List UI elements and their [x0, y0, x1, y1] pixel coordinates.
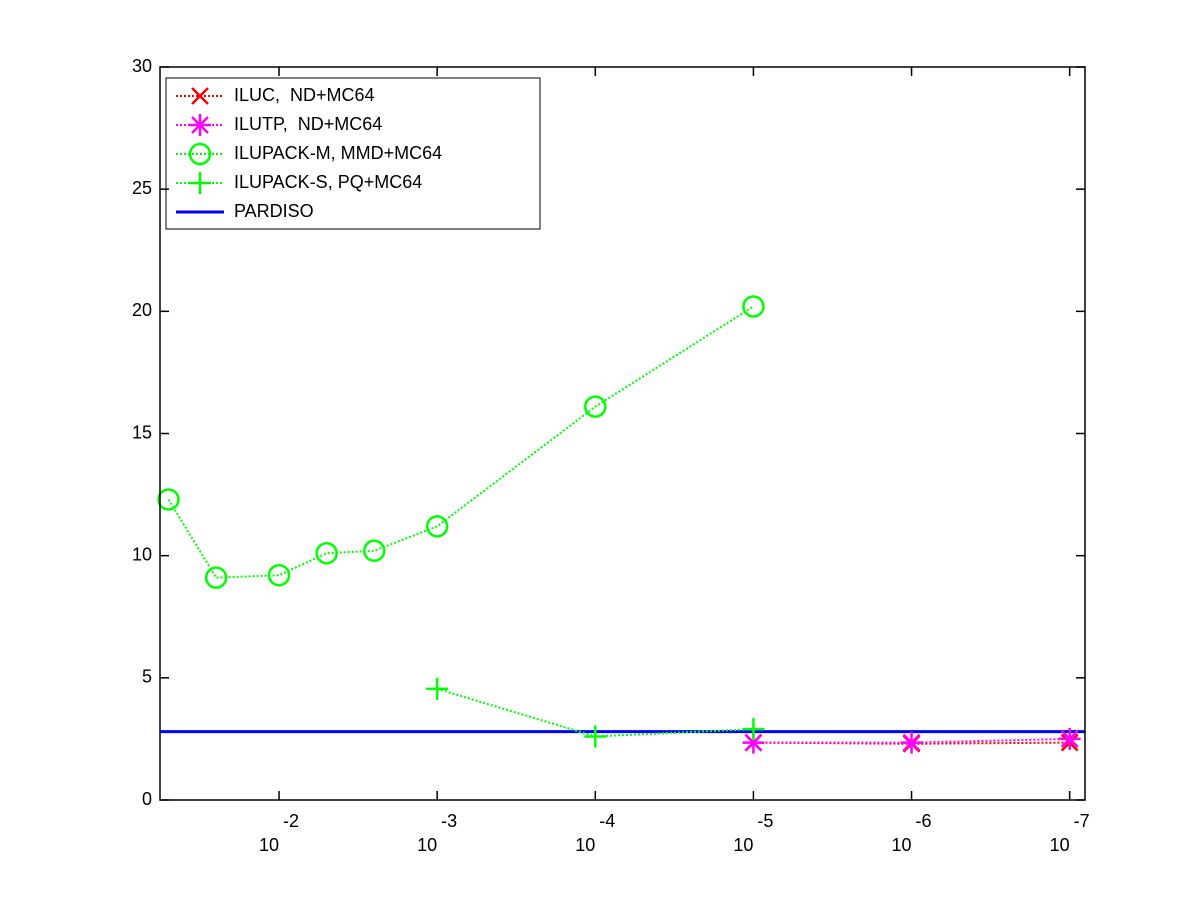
legend-label: PARDISO — [234, 201, 314, 221]
x-tick-exponent: -5 — [757, 811, 773, 831]
marker — [742, 295, 765, 318]
legend-label: ILUPACK-S, PQ+MC64 — [234, 172, 422, 192]
y-tick-label: 0 — [142, 789, 152, 809]
marker — [188, 142, 212, 166]
marker — [189, 114, 211, 136]
marker — [1058, 727, 1081, 750]
legend-label: ILUC, ND+MC64 — [234, 85, 375, 105]
marker — [189, 172, 211, 194]
x-tick-label: 10 — [417, 835, 437, 855]
marker — [204, 566, 228, 589]
x-tick-label: 10 — [892, 835, 912, 855]
y-tick-label: 30 — [132, 56, 152, 76]
legend-label: ILUTP, ND+MC64 — [234, 114, 382, 134]
legend: ILUC, ND+MC64 ILUTP, ND+MC64 ILUPACK-M, MM… — [165, 77, 541, 230]
marker — [362, 539, 386, 563]
x-tick-label: 10 — [733, 835, 753, 855]
marker — [157, 488, 180, 511]
x-tick-label: 10 — [1050, 835, 1070, 855]
x-tick-exponent: -3 — [441, 811, 457, 831]
y-tick-label: 10 — [132, 544, 152, 564]
marker — [425, 515, 449, 538]
x-tick-exponent: -2 — [283, 811, 299, 831]
legend-box — [165, 77, 541, 230]
plot-area — [157, 295, 1085, 754]
legend-label: ILUPACK-M, MMD+MC64 — [234, 143, 442, 163]
marker — [900, 731, 923, 754]
marker — [584, 725, 607, 748]
y-tick-label: 25 — [132, 178, 152, 198]
x-tick-label: 10 — [259, 835, 279, 855]
x-tick-exponent: -4 — [599, 811, 615, 831]
marker — [267, 563, 291, 587]
marker — [426, 677, 449, 700]
x-tick-label: 10 — [575, 835, 595, 855]
series-line — [753, 737, 1070, 744]
marker — [315, 541, 338, 565]
marker — [191, 87, 209, 105]
y-tick-label: 20 — [132, 300, 152, 320]
marker — [742, 718, 765, 741]
x-tick-exponent: -6 — [916, 811, 932, 831]
y-tick-label: 15 — [132, 422, 152, 442]
x-tick-exponent: -7 — [1074, 811, 1090, 831]
marker — [584, 395, 607, 418]
y-tick-label: 5 — [142, 667, 152, 687]
